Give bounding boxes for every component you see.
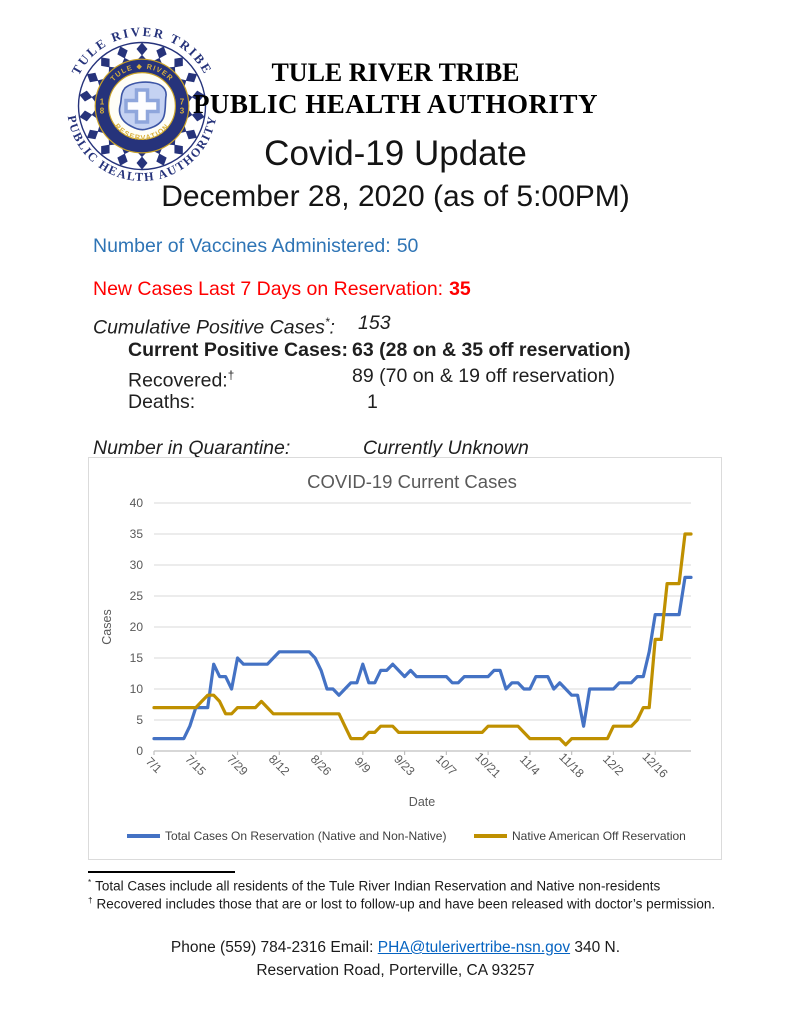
x-tick-label: 10/7 (433, 752, 460, 779)
y-tick-label: 20 (130, 620, 144, 634)
y-tick-label: 5 (136, 713, 143, 727)
seal-inner-band (95, 59, 189, 153)
y-tick-label: 30 (130, 558, 144, 572)
x-tick-label: 8/26 (308, 752, 335, 779)
seal-year-digit: 1 (100, 98, 105, 107)
org-name-line1: TULE RIVER TRIBE (271, 58, 520, 87)
seal-year-digit: 8 (100, 107, 105, 116)
tribe-seal-logo: TULE RIVER TRIBE PUBLIC HEALTH AUTHORITY… (63, 26, 221, 185)
contact-line1: Phone (559) 784-2316 Email: PHA@tulerive… (170, 939, 621, 956)
chart-title: COVID-19 Current Cases (307, 471, 517, 492)
seal-year-digit: 3 (180, 107, 185, 116)
vaccines-administered-line: Number of Vaccines Administered: 50 (93, 234, 418, 258)
current-cases-row: Current Positive Cases: 63 (28 on & 35 o… (0, 338, 791, 364)
contact-line2: Reservation Road, Porterville, CA 93257 (256, 962, 535, 979)
footnote-total-cases: * Total Cases include all residents of th… (88, 878, 661, 894)
footnote-recovered: † Recovered includes those that are or lo… (88, 896, 716, 912)
y-tick-label: 10 (130, 682, 144, 696)
y-tick-label: 40 (130, 496, 144, 510)
vaccines-value: 50 (396, 235, 419, 257)
recovered-label: Recovered:† (128, 369, 235, 392)
covid-cases-chart: 0 5 10 15 20 25 30 35 40 7/1 7/15 7/29 8/12 8/26 9/9 9/… (100, 471, 693, 843)
contact-block: Phone (559) 784-2316 Email: PHA@tulerive… (0, 936, 791, 982)
current-cases-label: Current Positive Cases: (128, 339, 348, 361)
deaths-value: 1 (367, 391, 378, 413)
cumulative-cases-row: Cumulative Positive Cases*: 153 (0, 311, 791, 339)
footnote-divider (88, 871, 235, 873)
asterisk-footnote-marker: * (88, 878, 92, 887)
y-tick-label: 25 (130, 589, 144, 603)
email-link[interactable]: PHA@tulerivertribe-nsn.gov (377, 939, 571, 956)
y-tick-label: 0 (136, 744, 143, 758)
seal-year-digit: 7 (180, 98, 185, 107)
chart-line-series-1 (152, 532, 693, 747)
x-tick-label: 9/23 (391, 752, 418, 779)
recovered-value: 89 (70 on & 19 off reservation) (352, 365, 616, 387)
new-cases-value: 35 (449, 278, 471, 300)
deaths-label: Deaths: (128, 391, 196, 413)
y-tick-label: 35 (130, 527, 144, 541)
x-tick-label: 12/16 (639, 750, 670, 781)
recovered-row: Recovered:† 89 (70 on & 19 off reservati… (0, 364, 791, 392)
quarantine-label: Number in Quarantine: (93, 437, 291, 459)
seal-gold-ring-outer (94, 58, 190, 154)
x-tick-label: 9/9 (352, 754, 374, 776)
quarantine-value: Currently Unknown (363, 437, 529, 459)
chart-line-series-0 (152, 575, 693, 741)
x-tick-label: 11/18 (556, 750, 587, 781)
vaccines-label: Number of Vaccines Administered: (93, 235, 391, 257)
legend-label-0: Total Cases On Reservation (Native and N… (165, 829, 446, 843)
y-tick-label: 15 (130, 651, 144, 665)
covid-cases-chart-frame: 0 5 10 15 20 25 30 35 40 7/1 7/15 7/29 8/12 8/26 9/9 9/… (88, 457, 722, 860)
current-cases-value: 63 (28 on & 35 off reservation) (352, 339, 631, 361)
x-tick-label: 7/29 (224, 752, 251, 779)
cumulative-cases-value: 153 (358, 312, 391, 334)
x-tick-label: 10/21 (472, 750, 503, 781)
x-tick-label: 11/4 (517, 752, 543, 778)
x-tick-label: 12/2 (600, 752, 627, 779)
x-tick-label: 7/1 (143, 754, 165, 776)
asterisk-footnote-marker: * (324, 316, 330, 329)
y-axis-title: Cases (100, 609, 114, 644)
x-tick-label: 8/12 (266, 752, 293, 779)
new-cases-label: New Cases Last 7 Days on Reservation: (93, 278, 444, 300)
page-title: Covid-19 Update (264, 134, 527, 173)
dagger-footnote-marker: † (88, 896, 93, 905)
new-cases-line: New Cases Last 7 Days on Reservation: 35 (93, 277, 471, 301)
dagger-footnote-marker: † (227, 369, 235, 382)
quarantine-row: Number in Quarantine: Currently Unknown (0, 436, 791, 462)
medical-cross-icon (124, 88, 160, 124)
x-axis-title: Date (409, 795, 435, 809)
legend-label-1: Native American Off Reservation (512, 829, 686, 843)
org-name-line2: PUBLIC HEALTH AUTHORITY (192, 89, 599, 119)
cumulative-cases-label: Cumulative Positive Cases*: (93, 316, 335, 339)
report-date: December 28, 2020 (as of 5:00PM) (161, 180, 630, 213)
deaths-row: Deaths: 1 (0, 390, 791, 416)
x-tick-label: 7/15 (182, 752, 209, 779)
